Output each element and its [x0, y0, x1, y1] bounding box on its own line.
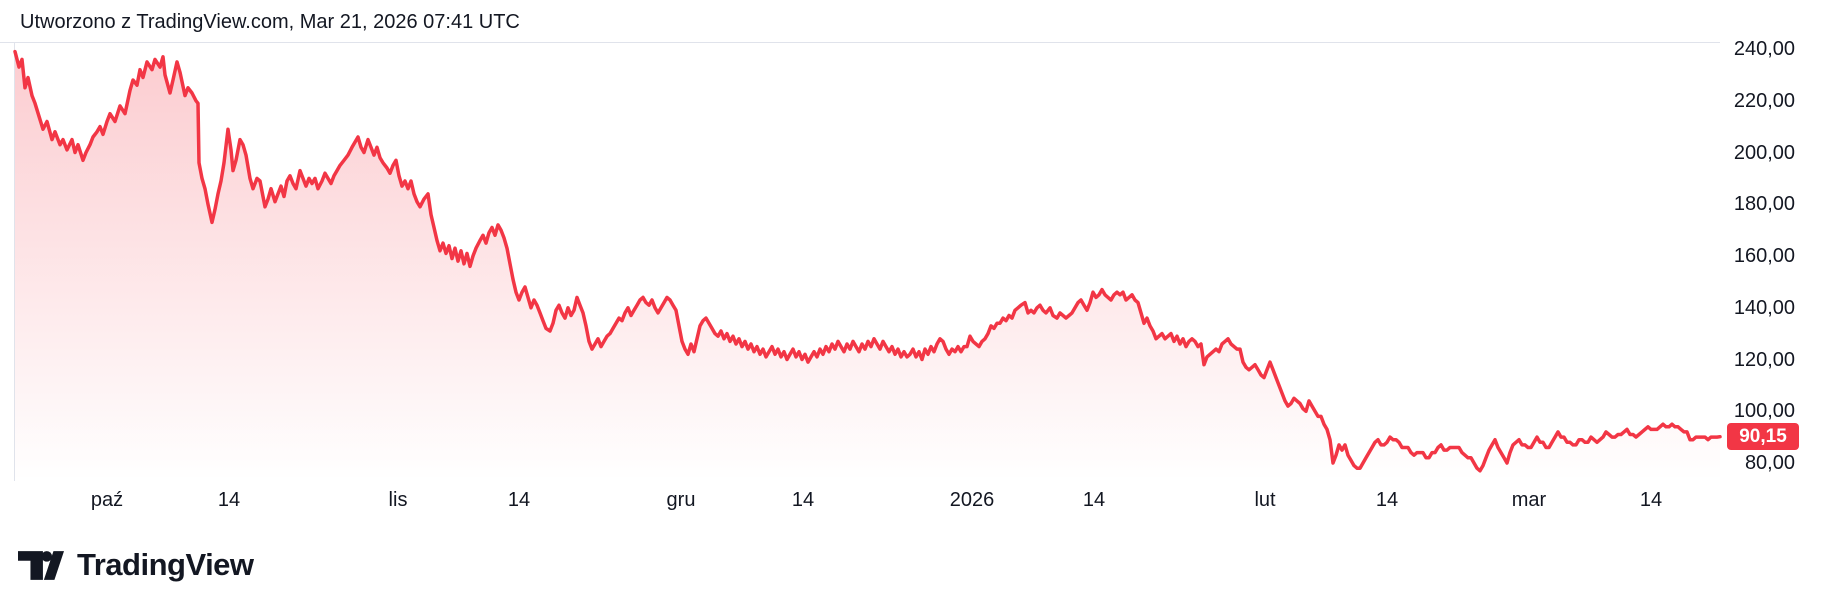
time-tick-label: paź: [90, 489, 124, 511]
time-tick-label: gru: [666, 489, 696, 511]
last-price-badge: 90,15: [1727, 423, 1799, 451]
attribution-text: Utworzono z TradingView.com, Mar 21, 202…: [20, 11, 520, 33]
area-fill: [15, 51, 1720, 481]
price-line: [13, 49, 1722, 473]
last-price-label: 90,15: [1739, 426, 1787, 448]
time-tick-label: 2026: [949, 489, 995, 511]
time-tick-label: 14: [507, 489, 531, 511]
tradingview-logo: TradingView: [18, 547, 254, 583]
time-tick-label: lut: [1254, 489, 1276, 511]
tradingview-logo-icon: [18, 550, 64, 580]
time-tick-label: 14: [1082, 489, 1106, 511]
time-tick-label: lis: [388, 489, 408, 511]
tradingview-logo-text: TradingView: [77, 547, 254, 582]
time-tick-label: 14: [1639, 489, 1663, 511]
time-tick-label: mar: [1511, 489, 1547, 511]
time-tick-label: 14: [217, 489, 241, 511]
time-tick-label: 14: [791, 489, 815, 511]
time-tick-label: 14: [1375, 489, 1399, 511]
